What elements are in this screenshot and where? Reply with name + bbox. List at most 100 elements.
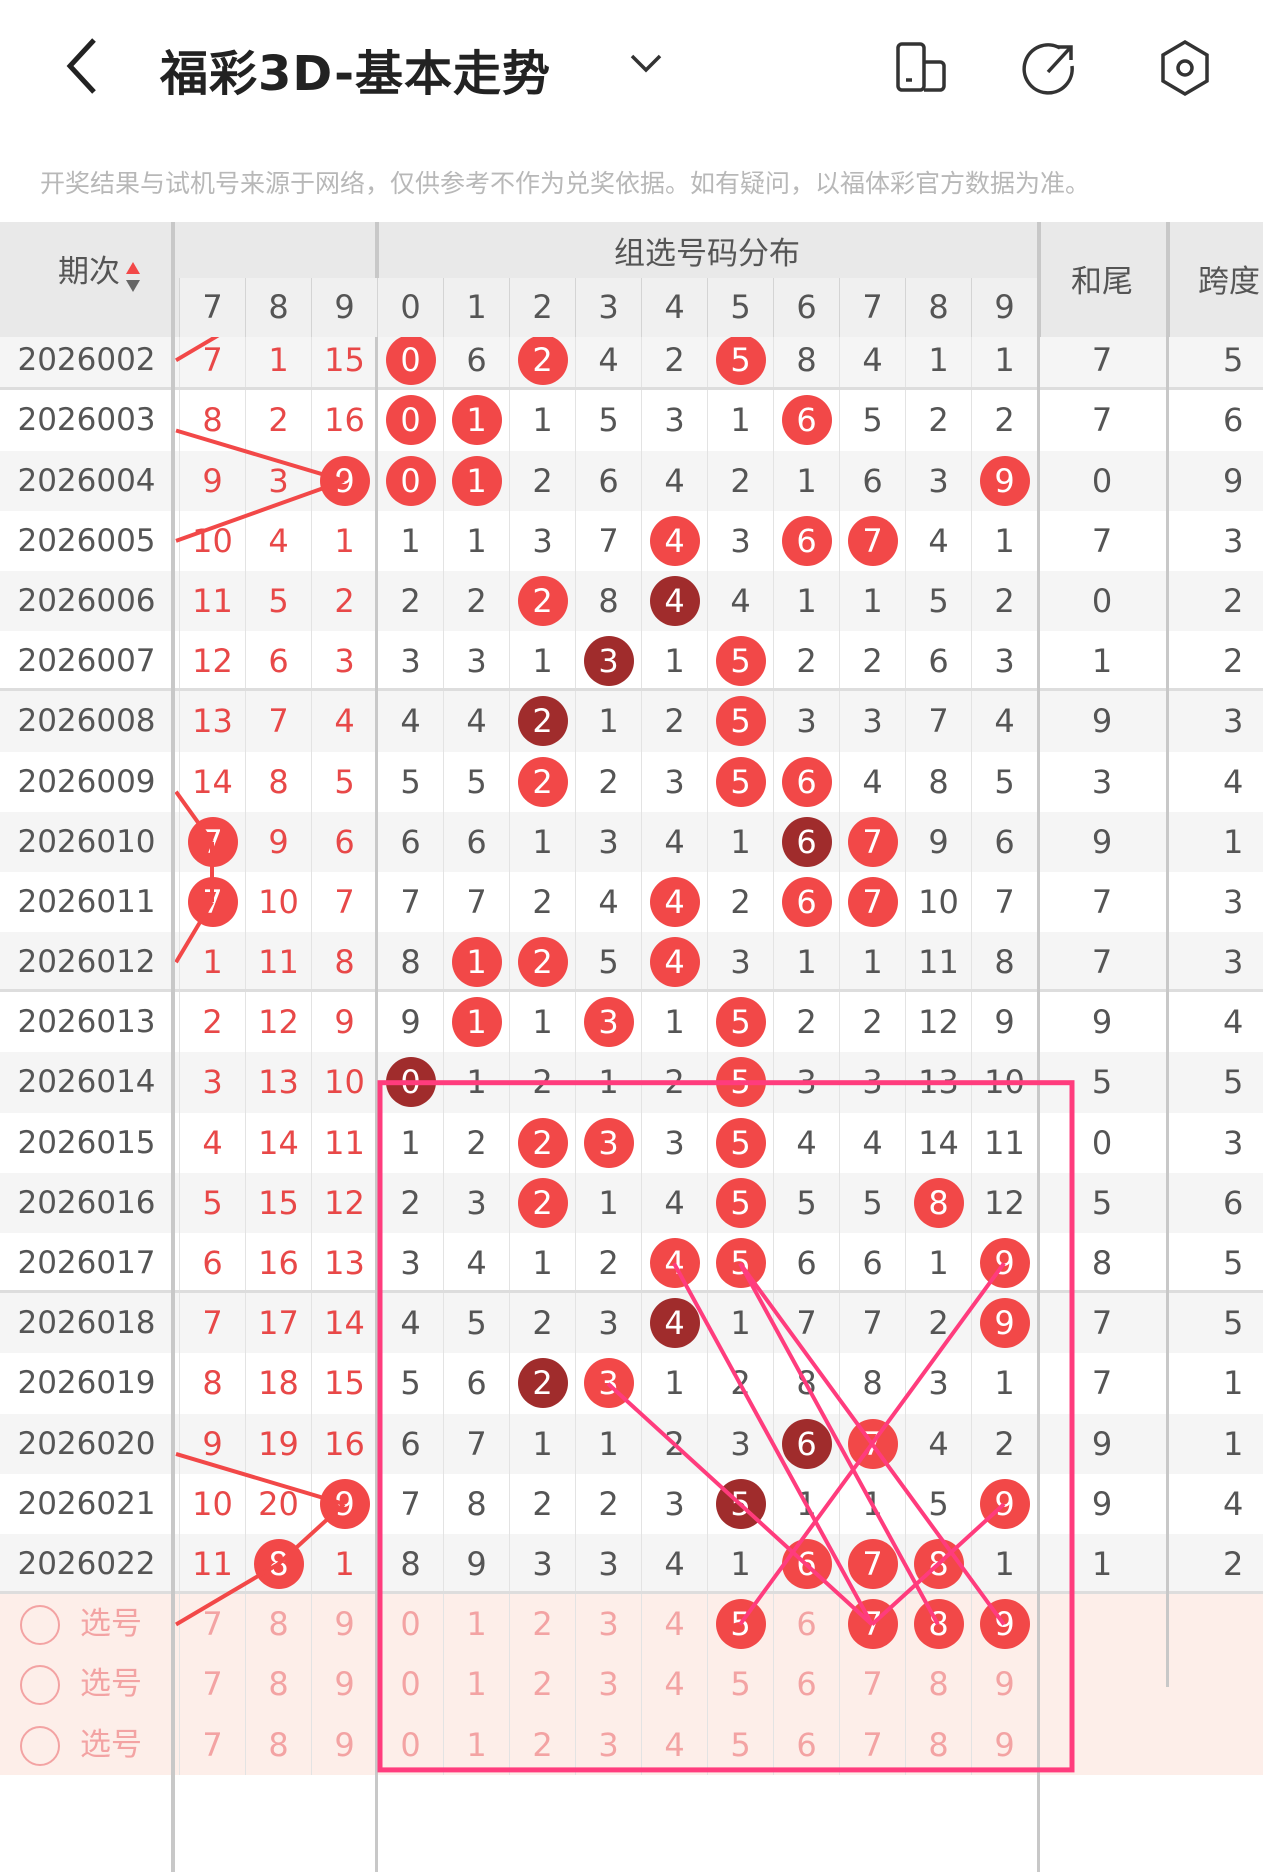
chevron-left-icon[interactable] xyxy=(58,36,108,96)
share-icon[interactable] xyxy=(1020,38,1080,98)
sum-tail-cell: 5 xyxy=(1091,1183,1113,1222)
select-digit[interactable]: 1 xyxy=(443,1714,509,1775)
omission-cell: 17 xyxy=(245,1293,311,1354)
select-digit[interactable]: 8 xyxy=(905,1714,971,1775)
col-period-header[interactable]: 期次 xyxy=(58,254,120,290)
select-row[interactable]: 选号 7 8 9 0 1 2 3 4 5 6 7 8 9 xyxy=(0,1654,1263,1715)
select-digit[interactable]: 8 xyxy=(905,1594,971,1655)
select-digit[interactable]: 1 xyxy=(443,1654,509,1715)
select-digit[interactable]: 1 xyxy=(443,1594,509,1655)
select-digit[interactable]: 4 xyxy=(641,1594,707,1655)
select-digit[interactable]: 5 xyxy=(707,1594,773,1655)
select-digit[interactable]: 6 xyxy=(773,1654,839,1715)
select-digit[interactable]: 7 xyxy=(839,1714,905,1775)
select-digit[interactable]: 8 xyxy=(245,1654,311,1715)
dist-cell: 9 xyxy=(971,1233,1037,1291)
dist-cell: 5 xyxy=(575,390,641,451)
table-row[interactable]: 2026006 11 5 2 2 2 2 8 4 4 1 1 5 2 0 2 xyxy=(0,570,1263,632)
dist-cell: 2 xyxy=(377,570,443,632)
select-digit[interactable]: 8 xyxy=(245,1594,311,1655)
table-row[interactable]: 2026012 1 11 8 8 1 2 5 4 3 1 1 11 8 7 3 xyxy=(0,932,1263,993)
settings-icon[interactable] xyxy=(1155,38,1215,98)
table-row[interactable]: 2026017 6 16 13 3 4 1 2 4 5 6 6 1 9 8 5 xyxy=(0,1233,1263,1294)
select-digit[interactable]: 3 xyxy=(575,1714,641,1775)
select-digit[interactable]: 9 xyxy=(311,1714,377,1775)
span-cell: 1 xyxy=(1223,1364,1244,1403)
dist-cell: 6 xyxy=(575,450,641,511)
dist-cell: 14 xyxy=(905,1112,971,1173)
select-radio[interactable] xyxy=(20,1605,60,1646)
page-title[interactable]: 福彩3D-基本走势 xyxy=(160,46,552,102)
select-digit[interactable]: 9 xyxy=(311,1654,377,1715)
select-row[interactable]: 选号 7 8 9 0 1 2 3 4 5 6 7 8 9 xyxy=(0,1714,1263,1775)
select-digit[interactable]: 9 xyxy=(311,1594,377,1655)
select-digit[interactable]: 7 xyxy=(839,1654,905,1715)
select-digit[interactable]: 8 xyxy=(245,1714,311,1775)
select-digit[interactable]: 7 xyxy=(839,1594,905,1655)
dist-cell: 3 xyxy=(707,932,773,990)
table-row[interactable]: 2026011 7 10 7 7 7 2 4 4 2 6 7 10 7 7 3 xyxy=(0,871,1263,933)
table-row[interactable]: 2026013 2 12 9 9 1 1 3 1 5 2 2 12 9 9 4 xyxy=(0,992,1263,1053)
dist-cell: 1 xyxy=(641,631,707,689)
table-row[interactable]: 2026015 4 14 11 1 2 2 3 3 5 4 4 14 11 0 3 xyxy=(0,1112,1263,1173)
select-digit[interactable]: 7 xyxy=(179,1714,245,1775)
select-digit[interactable]: 7 xyxy=(179,1654,245,1715)
table-row[interactable]: 2026008 13 7 4 4 4 2 1 2 5 3 3 7 4 9 3 xyxy=(0,691,1263,752)
select-digit[interactable]: 5 xyxy=(707,1714,773,1775)
omission-cell: 4 xyxy=(245,510,311,571)
select-digit[interactable]: 5 xyxy=(707,1654,773,1715)
select-digit[interactable]: 2 xyxy=(509,1654,575,1715)
select-digit[interactable]: 9 xyxy=(971,1654,1037,1715)
dist-cell: 3 xyxy=(377,1233,443,1291)
table-row[interactable]: 2026014 3 13 10 0 1 2 1 2 5 3 3 13 10 5 5 xyxy=(0,1052,1263,1113)
table-row[interactable]: 2026022 11 8 1 8 9 3 3 4 1 6 7 8 1 1 2 xyxy=(0,1533,1263,1595)
dist-cell: 3 xyxy=(641,390,707,451)
select-digit[interactable]: 6 xyxy=(773,1594,839,1655)
table-row[interactable]: 2026007 12 6 3 3 3 1 3 1 5 2 2 6 3 1 2 xyxy=(0,631,1263,692)
dist-cell: 6 xyxy=(377,811,443,872)
hit-ball: 1 xyxy=(451,937,502,988)
select-digit[interactable]: 2 xyxy=(509,1594,575,1655)
dist-cell: 4 xyxy=(641,871,707,933)
select-digit[interactable]: 6 xyxy=(773,1714,839,1775)
table-row[interactable]: 2026009 14 8 5 5 5 2 2 3 5 6 4 8 5 3 4 xyxy=(0,751,1263,812)
select-radio[interactable] xyxy=(20,1665,60,1706)
select-digit[interactable]: 4 xyxy=(641,1714,707,1775)
trend-table[interactable]: 2026001681425231173897720260027115062425… xyxy=(0,337,1263,1872)
select-digit[interactable]: 0 xyxy=(377,1594,443,1655)
sort-icon[interactable] xyxy=(124,260,142,294)
select-digit[interactable]: 0 xyxy=(377,1714,443,1775)
span-cell: 2 xyxy=(1223,642,1244,681)
dist-cell: 3 xyxy=(641,1112,707,1173)
table-row[interactable]: 2026005 10 4 1 1 1 3 7 4 3 6 7 4 1 7 3 xyxy=(0,510,1263,571)
select-digit[interactable]: 9 xyxy=(971,1714,1037,1775)
layout-switch-icon[interactable] xyxy=(892,38,952,98)
table-row[interactable]: 2026003 8 2 16 0 1 1 5 3 1 6 5 2 2 7 6 xyxy=(0,390,1263,451)
table-row[interactable]: 2026004 9 3 9 0 1 2 6 4 2 1 6 3 9 0 9 xyxy=(0,450,1263,511)
table-row[interactable]: 2026018 7 17 14 4 5 2 3 4 1 7 7 2 9 7 5 xyxy=(0,1293,1263,1354)
select-digit[interactable]: 3 xyxy=(575,1654,641,1715)
dist-col-header: 6 xyxy=(773,278,839,337)
table-row[interactable]: 2026021 10 20 9 7 8 2 2 3 5 1 1 5 9 9 4 xyxy=(0,1473,1263,1534)
table-row[interactable]: 2026019 8 18 15 5 6 2 3 1 2 8 8 3 1 7 1 xyxy=(0,1353,1263,1414)
select-digit[interactable]: 7 xyxy=(179,1594,245,1655)
select-radio[interactable] xyxy=(20,1725,60,1766)
select-digit[interactable]: 9 xyxy=(971,1594,1037,1655)
select-digit[interactable]: 4 xyxy=(641,1654,707,1715)
table-row[interactable]: 2026010 7 9 6 6 6 1 3 4 1 6 7 9 6 9 1 xyxy=(0,811,1263,872)
dist-cell: 1 xyxy=(509,1413,575,1474)
select-digit[interactable]: 3 xyxy=(575,1594,641,1655)
dist-cell: 7 xyxy=(839,510,905,571)
span-cell: 5 xyxy=(1223,1063,1244,1102)
dist-cell: 8 xyxy=(575,570,641,632)
selected-ball: 5 xyxy=(715,1599,766,1650)
table-row[interactable]: 2026016 5 15 12 2 3 2 1 4 5 5 5 8 12 5 6 xyxy=(0,1172,1263,1233)
table-row[interactable]: 2026020 9 19 16 6 7 1 1 2 3 6 7 4 2 9 1 xyxy=(0,1413,1263,1474)
table-row[interactable]: 2026002 7 1 15 0 6 2 4 2 5 8 4 1 1 7 5 xyxy=(0,337,1263,391)
select-digit[interactable]: 2 xyxy=(509,1714,575,1775)
chevron-down-icon[interactable] xyxy=(628,48,664,78)
select-digit[interactable]: 8 xyxy=(905,1654,971,1715)
sum-tail-cell: 0 xyxy=(1091,1123,1113,1162)
select-digit[interactable]: 0 xyxy=(377,1654,443,1715)
select-row[interactable]: 选号 7 8 9 0 1 2 3 4 5 6 7 8 9 xyxy=(0,1594,1263,1655)
